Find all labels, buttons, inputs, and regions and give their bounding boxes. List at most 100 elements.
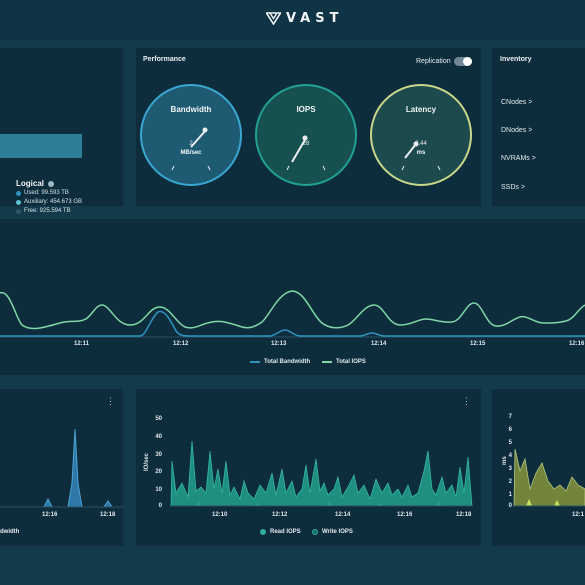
- used-dot-icon: [16, 190, 21, 196]
- replication-toggle[interactable]: [454, 57, 472, 66]
- inventory-nvrams-link[interactable]: NVRAMs >: [501, 155, 536, 162]
- iops-x-tick-1212: 12:12: [272, 512, 288, 518]
- capacity-used-text: Used: 99.593 TB: [24, 190, 69, 196]
- capacity-auxiliary-text: Auxiliary: 454.673 GB: [24, 199, 83, 205]
- iops-y-tick-20: 20: [155, 469, 162, 475]
- inventory-title: Inventory: [500, 56, 532, 63]
- iops-x-tick-1216: 12:16: [397, 512, 413, 518]
- bandwidth-legend-icon: [250, 361, 260, 363]
- latency-write-area: [526, 499, 560, 506]
- iops-y-tick-10: 10: [155, 487, 162, 493]
- bandwidth-value: 2: [189, 141, 193, 147]
- logical-title: Logical: [16, 179, 55, 188]
- legend-write-iops[interactable]: Write IOPS: [312, 529, 353, 535]
- latency-y-tick-4: 4: [508, 453, 512, 459]
- x-tick-1215: 12:15: [470, 341, 486, 347]
- vast-logo-icon: [266, 11, 281, 25]
- iops-y-tick-30: 30: [155, 452, 162, 458]
- capacity-panel: Logical Used: 99.593 TB Auxiliary: 454.6…: [0, 48, 123, 214]
- toggle-knob: [463, 57, 472, 66]
- capacity-bar: [0, 134, 82, 158]
- iops-value: 28: [302, 141, 310, 147]
- legend-total-iops-text: Total IOPS: [336, 359, 366, 365]
- capacity-free-text: Free: 925.594 TB: [24, 208, 71, 214]
- legend-read-iops-text: Read IOPS: [270, 529, 301, 535]
- iops-chart-panel: ⋮ IO/sec 50 40 30 20 10 0 12:10 12:12 12…: [136, 389, 481, 546]
- bw-x-tick-1216: 12:16: [42, 512, 58, 518]
- iops-label: IOPS: [296, 105, 316, 114]
- x-tick-1214: 12:14: [371, 341, 387, 347]
- capacity-used: Used: 99.593 TB: [16, 190, 69, 196]
- inventory-panel: [492, 48, 585, 206]
- iops-y-tick-40: 40: [155, 434, 162, 440]
- total-bandwidth-series: [0, 310, 585, 337]
- inventory-ssds-link[interactable]: SSDs >: [501, 184, 525, 191]
- legend-total-iops[interactable]: Total IOPS: [322, 359, 366, 365]
- bandwidth-needle-icon: [171, 127, 211, 171]
- bandwidth-gauge[interactable]: Bandwidth 2 MB/sec: [140, 84, 242, 186]
- x-tick-1213: 12:13: [271, 341, 287, 347]
- iops-chart-menu-icon[interactable]: ⋮: [462, 396, 471, 406]
- total-iops-series: [0, 290, 585, 330]
- latency-y-tick-0: 0: [508, 503, 512, 509]
- free-dot-icon: [16, 208, 21, 214]
- capacity-free: Free: 925.594 TB: [16, 208, 71, 214]
- bandwidth-chart-menu-icon[interactable]: ⋮: [106, 396, 115, 406]
- latency-y-tick-1: 1: [508, 492, 512, 498]
- latency-y-tick-3: 3: [508, 466, 512, 472]
- brand-name: VAST: [286, 10, 344, 26]
- latency-y-tick-5: 5: [508, 440, 512, 446]
- latency-gauge[interactable]: Latency 2.44 ms: [370, 84, 472, 186]
- iops-y-tick-0: 0: [158, 503, 162, 509]
- bandwidth-area: [0, 428, 123, 508]
- latency-value: 2.44: [415, 141, 427, 147]
- auxiliary-dot-icon: [16, 199, 21, 205]
- bw-x-tick-1218: 12:18: [100, 512, 116, 518]
- bandwidth-legend[interactable]: dwidth: [0, 529, 19, 535]
- bandwidth-unit: MB/sec: [180, 150, 202, 156]
- inventory-dnodes-link[interactable]: DNodes >: [501, 127, 533, 134]
- latency-y-tick-7: 7: [508, 414, 512, 420]
- x-tick-1216: 12:16: [569, 341, 585, 347]
- bandwidth-chart: [0, 428, 123, 508]
- read-iops-area: [170, 440, 473, 507]
- iops-y-tick-50: 50: [155, 416, 162, 422]
- read-iops-legend-icon: [260, 529, 266, 535]
- latency-label: Latency: [405, 105, 437, 114]
- iops-chart: [170, 440, 473, 507]
- inventory-cnodes-link[interactable]: CNodes >: [501, 99, 533, 106]
- info-icon[interactable]: [48, 180, 55, 187]
- bandwidth-label: Bandwidth: [170, 105, 212, 114]
- bandwidth-chart-panel: ⋮ 12:16 12:18 dwidth: [0, 389, 123, 546]
- iops-gauge[interactable]: IOPS 28: [255, 84, 357, 186]
- latency-chart-panel: ms 7 6 5 4 3 2 1 0 12:1: [492, 389, 585, 546]
- throughput-chart: [0, 290, 585, 338]
- x-tick-1212: 12:12: [173, 341, 189, 347]
- iops-x-tick-1214: 12:14: [335, 512, 351, 518]
- bandwidth-legend-text: dwidth: [0, 529, 20, 535]
- latency-chart: [513, 448, 585, 507]
- legend-write-iops-text: Write IOPS: [322, 529, 353, 535]
- latency-area: [513, 448, 585, 507]
- vast-logo[interactable]: VAST: [266, 9, 343, 27]
- legend-total-bandwidth-text: Total Bandwidth: [264, 359, 311, 365]
- latency-y-tick-6: 6: [508, 427, 512, 433]
- top-bar: VAST: [0, 0, 585, 40]
- x-tick-1211: 12:11: [74, 341, 90, 347]
- latency-y-tick-2: 2: [508, 479, 512, 485]
- iops-needle-icon: [286, 135, 326, 171]
- iops-legend-icon: [322, 361, 332, 363]
- throughput-chart-panel: 12:11 12:12 12:13 12:14 12:15 12:16 Tota…: [0, 219, 585, 375]
- legend-read-iops[interactable]: Read IOPS: [260, 529, 301, 535]
- replication-label: Replication: [416, 58, 451, 65]
- legend-total-bandwidth[interactable]: Total Bandwidth: [250, 359, 310, 365]
- performance-title: Performance: [143, 56, 186, 63]
- write-iops-legend-icon: [312, 529, 318, 535]
- latency-needle-icon: [401, 141, 441, 171]
- logical-title-text: Logical: [16, 179, 45, 188]
- latency-unit: ms: [416, 150, 426, 156]
- capacity-auxiliary: Auxiliary: 454.673 GB: [16, 199, 82, 205]
- iops-x-tick-1210: 12:10: [212, 512, 228, 518]
- latency-x-tick: 12:1: [572, 512, 585, 518]
- iops-x-tick-1218: 12:18: [456, 512, 472, 518]
